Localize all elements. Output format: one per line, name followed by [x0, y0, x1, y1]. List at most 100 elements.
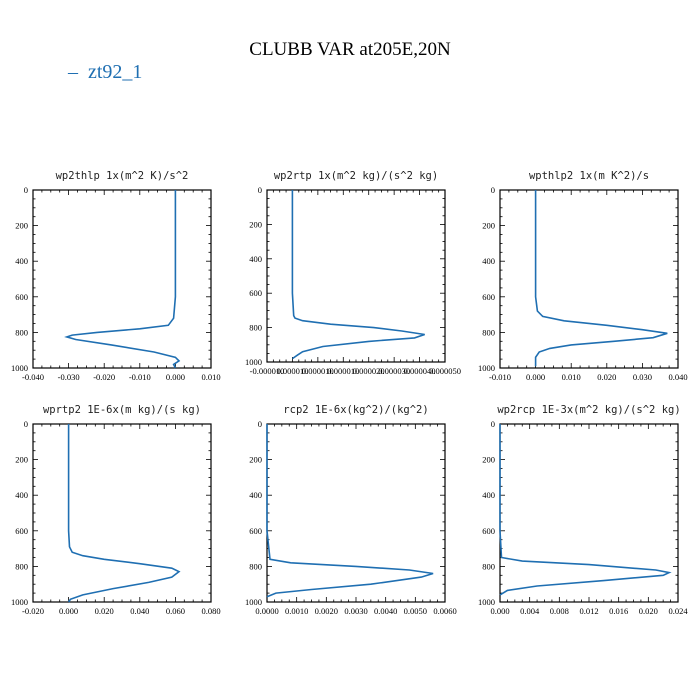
y-tick-label: 0: [258, 185, 262, 195]
y-tick-label: 1000: [245, 597, 262, 607]
x-tick-label: 0.000040: [404, 366, 436, 376]
x-tick-label: 0.010: [562, 372, 581, 382]
y-tick-label: 0: [24, 419, 28, 429]
y-tick-label: 800: [482, 561, 495, 571]
y-tick-label: 800: [15, 561, 28, 571]
y-tick-label: 400: [249, 490, 262, 500]
x-tick-label: -0.030: [58, 372, 80, 382]
panel-title: wp2rtp 1x(m^2 kg)/(s^2 kg): [274, 170, 438, 182]
plot-frame: [499, 189, 679, 369]
panel-1: wp2thlp 1x(m^2 K)/s^2 -0.040 -0.030 -0.020 -…: [11, 170, 221, 382]
x-tick-label: 0.024: [668, 606, 688, 616]
x-tick-label: 0.008: [550, 606, 569, 616]
x-tick-label: 0.0010: [285, 606, 308, 616]
y-tick-label: 1000: [478, 597, 495, 607]
y-tick-label: 0: [491, 419, 495, 429]
y-tick-label: 0: [24, 185, 28, 195]
y-tick-label: 600: [482, 292, 495, 302]
y-tick-label: 600: [482, 526, 495, 536]
series-line: [67, 424, 181, 603]
x-tick-label: 0.0030: [344, 606, 367, 616]
y-tick-label: 200: [249, 455, 262, 465]
x-tick-label: 0.000010: [302, 366, 334, 376]
y-tick-label: 400: [15, 490, 28, 500]
y-tick-label: 200: [15, 221, 28, 231]
y-tick-label: 800: [482, 327, 495, 337]
panel-3: wpthlp2 1x(m K^2)/s -0.010 0.000 0.010 0.020…: [478, 170, 688, 382]
y-tick-label: 400: [482, 256, 495, 266]
plot-frame: [499, 423, 679, 603]
x-tick-label: 0.040: [668, 372, 687, 382]
x-tick-label: 0.000030: [378, 366, 410, 376]
series-line: [266, 424, 434, 598]
y-tick-label: 200: [482, 455, 495, 465]
panel-5: rcp2 1E-6x(kg^2)/(kg^2) 0.0000 0.0010 0.002…: [245, 404, 457, 616]
y-tick-label: 1000: [11, 363, 28, 373]
y-tick-label: 1000: [245, 357, 262, 367]
y-tick-label: 0: [258, 419, 262, 429]
y-tick-label: 600: [15, 292, 28, 302]
y-tick-label: 0: [491, 185, 495, 195]
x-tick-label: 0.000020: [353, 366, 385, 376]
plot-frame: [32, 189, 212, 369]
x-tick-label: 0.000: [166, 372, 185, 382]
x-tick-label: -0.010: [489, 372, 511, 382]
x-tick-label: 0.020: [95, 606, 114, 616]
x-tick-label: 0.030: [633, 372, 652, 382]
y-tick-label: 200: [15, 455, 28, 465]
y-tick-label: 200: [482, 221, 495, 231]
plot-frame: [32, 423, 212, 603]
x-tick-label: 0.000: [59, 606, 78, 616]
x-tick-label: 0.0040: [374, 606, 397, 616]
x-tick-label: 0.0000: [255, 606, 278, 616]
series-line: [499, 424, 672, 596]
y-tick-label: 1000: [11, 597, 28, 607]
panel-title: wp2thlp 1x(m^2 K)/s^2: [56, 170, 189, 182]
series-line: [64, 190, 181, 369]
x-tick-label: 0.0060: [433, 606, 456, 616]
x-tick-label: 0.060: [166, 606, 185, 616]
x-tick-label: 0.0050: [404, 606, 427, 616]
figure-title: CLUBB VAR at205E,20N: [249, 39, 451, 60]
x-tick-label: 0.000: [490, 606, 509, 616]
panel-title: wprtp2 1E-6x(m kg)/(s kg): [43, 404, 201, 416]
x-tick-label: 0.020: [597, 372, 616, 382]
y-tick-label: 200: [249, 219, 262, 229]
series-line: [291, 190, 425, 360]
x-tick-label: -0.010: [129, 372, 151, 382]
x-tick-label: 0.000010: [327, 366, 359, 376]
x-tick-label: 0.000: [526, 372, 545, 382]
x-tick-label: 0.020: [639, 606, 658, 616]
x-tick-label: -0.020: [22, 606, 44, 616]
x-tick-label: 0.080: [201, 606, 220, 616]
x-tick-label: 0.0020: [315, 606, 338, 616]
plot-frame: [266, 423, 446, 603]
x-tick-label: 0.012: [579, 606, 598, 616]
y-tick-label: 600: [249, 526, 262, 536]
figure-legend: – zt92_1: [67, 61, 142, 83]
series-line: [534, 190, 668, 367]
y-tick-label: 600: [249, 288, 262, 298]
y-tick-label: 800: [249, 323, 262, 333]
legend-label: zt92_1: [88, 61, 142, 83]
x-tick-label: -0.000010: [250, 366, 285, 376]
y-tick-label: 400: [15, 256, 28, 266]
y-tick-label: 400: [249, 254, 262, 264]
x-tick-label: 0.004: [520, 606, 540, 616]
y-tick-label: 800: [15, 327, 28, 337]
y-tick-label: 1000: [478, 363, 495, 373]
panel-title: wpthlp2 1x(m K^2)/s: [529, 170, 649, 182]
panel-title: wp2rcp 1E-3x(m^2 kg)/(s^2 kg): [497, 404, 680, 416]
panel-2: wp2rtp 1x(m^2 kg)/(s^2 kg) -0.000010 0.000…: [245, 170, 461, 376]
x-tick-label: -0.020: [93, 372, 115, 382]
panel-6: wp2rcp 1E-3x(m^2 kg)/(s^2 kg) 0.000 0.004 0…: [478, 404, 688, 616]
x-tick-label: 0.016: [609, 606, 628, 616]
x-tick-label: 0.010: [201, 372, 220, 382]
panels: wp2thlp 1x(m^2 K)/s^2 -0.040 -0.030 -0.020 -…: [11, 170, 688, 616]
x-tick-label: 0.040: [130, 606, 149, 616]
x-tick-label: -0.040: [22, 372, 44, 382]
y-tick-label: 400: [482, 490, 495, 500]
x-tick-label: 0.000050: [429, 366, 461, 376]
y-tick-label: 600: [15, 526, 28, 536]
